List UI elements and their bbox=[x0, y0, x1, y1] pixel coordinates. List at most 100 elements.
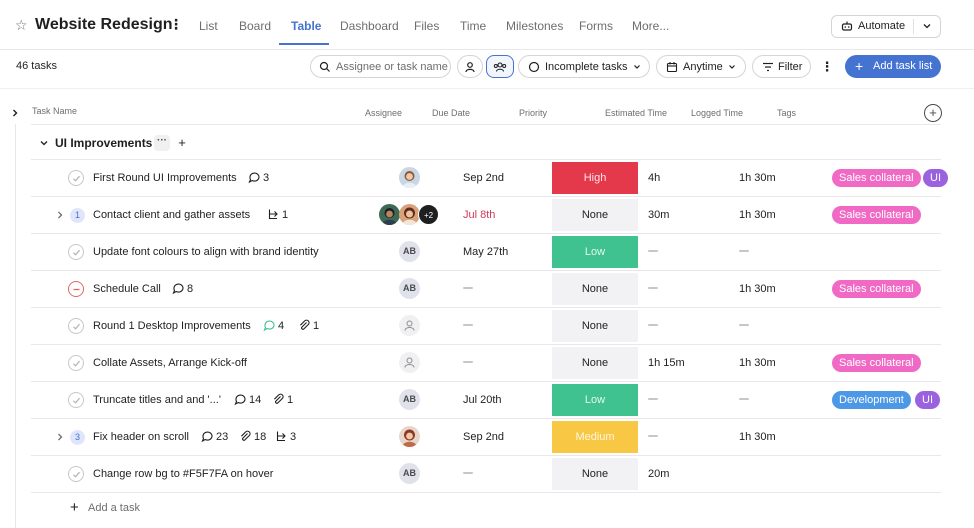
tag-ui[interactable]: UI bbox=[915, 391, 940, 409]
filter-button[interactable]: Filter bbox=[752, 55, 811, 78]
task-name[interactable]: First Round UI Improvements bbox=[93, 172, 237, 184]
subtask-count-badge[interactable]: 1 bbox=[70, 208, 85, 223]
table-row[interactable]: Schedule Call 8 AB None 1h 30m Sales col… bbox=[31, 271, 941, 308]
estimated-time[interactable]: 20m bbox=[648, 468, 670, 480]
due-date[interactable]: Sep 2nd bbox=[463, 172, 504, 184]
empty-logged-time[interactable] bbox=[739, 398, 749, 400]
subtask-count-badge[interactable]: 3 bbox=[70, 430, 85, 445]
priority-cell[interactable]: None bbox=[552, 347, 638, 379]
priority-cell[interactable]: High bbox=[552, 162, 638, 194]
add-column-button[interactable]: + bbox=[924, 104, 942, 122]
tag-sales-collateral[interactable]: Sales collateral bbox=[832, 354, 921, 372]
tag-sales-collateral[interactable]: Sales collateral bbox=[832, 169, 921, 187]
complete-checkbox[interactable] bbox=[68, 318, 84, 334]
estimated-time[interactable]: 1h 15m bbox=[648, 357, 685, 369]
automate-button[interactable]: Automate bbox=[831, 15, 941, 38]
search-input[interactable]: Assignee or task name bbox=[310, 55, 451, 78]
empty-logged-time[interactable] bbox=[739, 250, 749, 252]
empty-due-date[interactable] bbox=[463, 287, 473, 289]
priority-cell[interactable]: Low bbox=[552, 236, 638, 268]
table-row[interactable]: 1 Contact client and gather assets 1 +2 … bbox=[31, 197, 941, 234]
table-row[interactable]: Truncate titles and and '...' 14 1 AB Ju… bbox=[31, 382, 941, 419]
avatar-initials[interactable]: AB bbox=[399, 278, 420, 299]
tag-sales-collateral[interactable]: Sales collateral bbox=[832, 206, 921, 224]
section-more-icon[interactable]: ··· bbox=[154, 135, 170, 151]
empty-estimated-time[interactable] bbox=[648, 435, 658, 437]
due-date[interactable]: May 27th bbox=[463, 246, 509, 258]
avatar-initials[interactable]: AB bbox=[399, 389, 420, 410]
task-name[interactable]: Change row bg to #F5F7FA on hover bbox=[93, 468, 274, 480]
empty-due-date[interactable] bbox=[463, 361, 473, 363]
tab-forms[interactable]: Forms bbox=[579, 19, 613, 33]
table-row[interactable]: Collate Assets, Arrange Kick-off None 1h… bbox=[31, 345, 941, 382]
table-row[interactable]: Round 1 Desktop Improvements 4 1 None bbox=[31, 308, 941, 345]
avatar[interactable] bbox=[379, 204, 400, 225]
date-filter-dropdown[interactable]: Anytime bbox=[656, 55, 746, 78]
priority-cell[interactable]: Medium bbox=[552, 421, 638, 453]
tab-table[interactable]: Table bbox=[291, 19, 322, 33]
tab-milestones[interactable]: Milestones bbox=[506, 19, 564, 33]
tab-files[interactable]: Files bbox=[414, 19, 440, 33]
tab-more[interactable]: More... bbox=[632, 19, 670, 33]
column-header-task-name[interactable]: Task Name bbox=[32, 106, 78, 116]
empty-due-date[interactable] bbox=[463, 472, 473, 474]
empty-logged-time[interactable] bbox=[739, 324, 749, 326]
complete-checkbox[interactable] bbox=[68, 244, 84, 260]
priority-cell[interactable]: None bbox=[552, 273, 638, 305]
empty-estimated-time[interactable] bbox=[648, 287, 658, 289]
project-menu-icon[interactable]: ⋮ bbox=[169, 16, 183, 32]
priority-cell[interactable]: None bbox=[552, 458, 638, 490]
task-name[interactable]: Schedule Call bbox=[93, 283, 161, 295]
estimated-time[interactable]: 4h bbox=[648, 172, 661, 184]
unassigned-avatar[interactable] bbox=[399, 315, 420, 336]
table-row[interactable]: Change row bg to #F5F7FA on hover AB Non… bbox=[31, 456, 941, 493]
avatar-overflow-count[interactable]: +2 bbox=[418, 204, 439, 225]
avatar[interactable] bbox=[399, 167, 420, 188]
chevron-down-icon[interactable] bbox=[921, 20, 933, 32]
due-date[interactable]: Sep 2nd bbox=[463, 431, 504, 443]
unassigned-avatar[interactable] bbox=[399, 352, 420, 373]
avatar-initials[interactable]: AB bbox=[399, 463, 420, 484]
chevron-right-icon[interactable] bbox=[54, 209, 66, 221]
avatar[interactable] bbox=[399, 204, 420, 225]
section-add-icon[interactable]: + bbox=[178, 135, 186, 150]
table-row[interactable]: 3 Fix header on scroll 23 18 3 Sep 2nd M… bbox=[31, 419, 941, 456]
column-header-due-date[interactable]: Due Date bbox=[432, 108, 471, 118]
complete-checkbox[interactable] bbox=[68, 170, 84, 186]
cancelled-checkbox[interactable] bbox=[68, 281, 84, 297]
logged-time[interactable]: 1h 30m bbox=[739, 431, 776, 443]
section-title[interactable]: UI Improvements bbox=[55, 136, 153, 150]
task-name[interactable]: Contact client and gather assets bbox=[93, 209, 251, 221]
chevron-right-icon[interactable] bbox=[9, 107, 21, 119]
tag-sales-collateral[interactable]: Sales collateral bbox=[832, 280, 921, 298]
chevron-down-icon[interactable] bbox=[38, 137, 50, 149]
tag-ui[interactable]: UI bbox=[923, 169, 948, 187]
table-row[interactable]: Update font colours to align with brand … bbox=[31, 234, 941, 271]
task-name[interactable]: Update font colours to align with brand … bbox=[93, 246, 319, 258]
task-name[interactable]: Fix header on scroll bbox=[93, 431, 189, 443]
empty-estimated-time[interactable] bbox=[648, 324, 658, 326]
tab-time[interactable]: Time bbox=[460, 19, 487, 33]
task-name[interactable]: Round 1 Desktop Improvements bbox=[93, 320, 251, 332]
project-title[interactable]: Website Redesign bbox=[35, 16, 173, 33]
task-name[interactable]: Truncate titles and and '...' bbox=[93, 394, 221, 406]
team-tasks-toggle[interactable] bbox=[486, 55, 514, 78]
status-filter-dropdown[interactable]: Incomplete tasks bbox=[518, 55, 650, 78]
empty-due-date[interactable] bbox=[463, 324, 473, 326]
estimated-time[interactable]: 30m bbox=[648, 209, 670, 221]
add-task-list-button[interactable]: + Add task list bbox=[845, 55, 941, 78]
table-row[interactable]: First Round UI Improvements 3 Sep 2nd Hi… bbox=[31, 160, 948, 197]
empty-estimated-time[interactable] bbox=[648, 398, 658, 400]
column-header-estimated-time[interactable]: Estimated Time bbox=[605, 108, 668, 118]
tab-board[interactable]: Board bbox=[239, 19, 272, 33]
column-header-priority[interactable]: Priority bbox=[519, 108, 548, 118]
tab-list[interactable]: List bbox=[199, 19, 218, 33]
priority-cell[interactable]: None bbox=[552, 310, 638, 342]
logged-time[interactable]: 1h 30m bbox=[739, 357, 776, 369]
avatar-initials[interactable]: AB bbox=[399, 241, 420, 262]
logged-time[interactable]: 1h 30m bbox=[739, 283, 776, 295]
star-icon[interactable]: ☆ bbox=[15, 17, 28, 33]
complete-checkbox[interactable] bbox=[68, 355, 84, 371]
tab-dashboard[interactable]: Dashboard bbox=[340, 19, 399, 33]
my-tasks-toggle[interactable] bbox=[457, 55, 483, 78]
